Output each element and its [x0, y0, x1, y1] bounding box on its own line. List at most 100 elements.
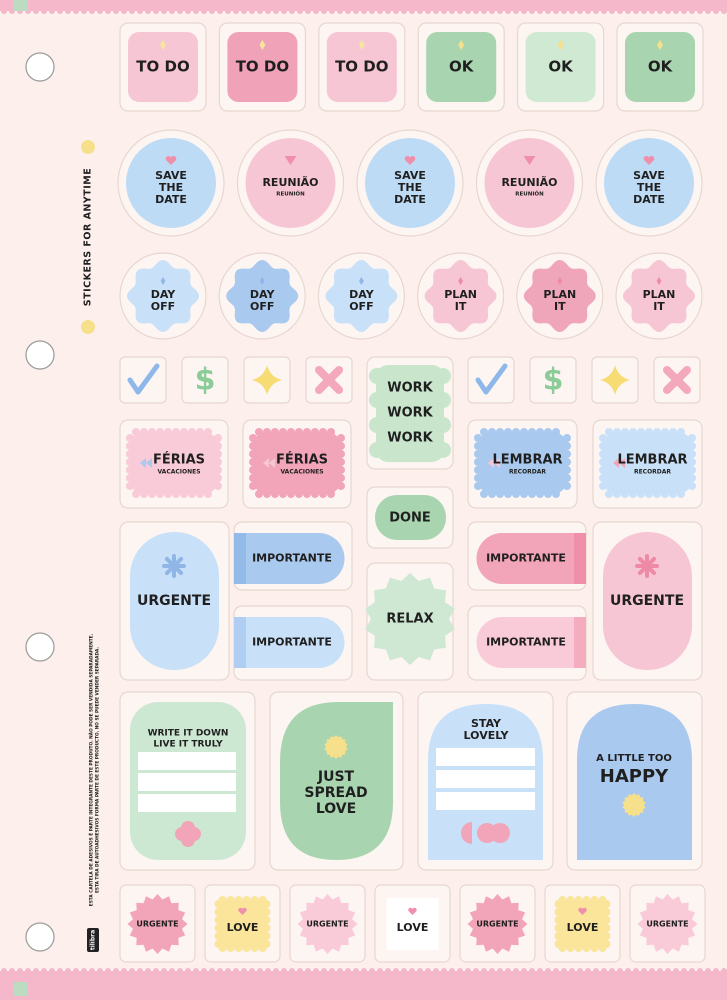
banner-scallop — [214, 474, 222, 482]
banner-scallop — [488, 428, 496, 436]
sticker-text: DAY — [250, 288, 276, 301]
band-scallop — [105, 8, 111, 14]
circle-shape — [126, 138, 216, 228]
banner-scallop — [287, 490, 295, 498]
stamp-scallop — [262, 932, 271, 940]
band-scallop — [697, 8, 703, 14]
band-scallop — [145, 8, 151, 14]
sparkle-icon — [458, 277, 463, 285]
banner-scallop — [327, 428, 335, 436]
sticker-text: tilibra — [90, 930, 97, 950]
band-scallop — [137, 8, 143, 14]
band-scallop — [601, 8, 607, 14]
label-shape — [525, 32, 596, 102]
banner-scallop — [337, 482, 345, 490]
shape-icon — [461, 822, 472, 844]
stamp-scallop — [602, 932, 611, 940]
banner-scallop — [319, 428, 327, 436]
banner-scallop — [164, 490, 172, 498]
sticker-text: DATE — [155, 193, 187, 206]
arrow-icon — [140, 458, 152, 468]
stamp-scallop — [566, 896, 575, 904]
band-scallop — [489, 968, 495, 974]
band-scallop — [241, 968, 247, 974]
banner-scallop — [156, 490, 164, 498]
band-scallop — [33, 968, 39, 974]
work-scallop — [369, 442, 385, 458]
banner-scallop — [327, 490, 335, 498]
banner-scallop — [295, 490, 303, 498]
stamp-scallop — [554, 924, 563, 932]
band-scallop — [201, 968, 207, 974]
banner-shape — [130, 432, 218, 494]
arrow-icon — [613, 458, 625, 468]
sticker-text: WRITE IT DOWN — [148, 729, 229, 739]
label-shape — [128, 32, 198, 102]
sticker-text: THE — [398, 181, 422, 194]
banner-scallop — [488, 490, 496, 498]
banner-scallop — [204, 428, 212, 436]
side-dot — [81, 140, 95, 154]
band-scallop — [673, 8, 679, 14]
banner-scallop — [563, 474, 571, 482]
label-shape — [625, 32, 695, 102]
band-scallop — [609, 968, 615, 974]
banner-shape — [478, 432, 567, 494]
banner-scallop — [271, 490, 279, 498]
banner-scallop — [126, 450, 134, 458]
banner-scallop — [337, 458, 345, 466]
band-scallop — [201, 8, 207, 14]
stamp-scallop — [258, 896, 267, 904]
sticker-text: LOVE — [397, 921, 429, 934]
card-shape — [280, 702, 393, 860]
band-scallop — [193, 8, 199, 14]
banner-scallop — [688, 482, 696, 490]
sticker-text: LOVE — [227, 921, 259, 934]
banner-scallop — [279, 428, 287, 436]
band-scallop — [25, 968, 31, 974]
band-scallop — [385, 968, 391, 974]
band-scallop — [569, 8, 575, 14]
band-scallop — [689, 8, 695, 14]
sticker-text: URGENTE — [646, 920, 688, 929]
urgente-shape — [130, 532, 219, 670]
banner-scallop — [214, 442, 222, 450]
stamp-scallop — [226, 896, 235, 904]
snowflake-icon — [637, 556, 657, 576]
banner-scallop — [337, 442, 345, 450]
banner-scallop — [688, 466, 696, 474]
band-scallop — [681, 968, 687, 974]
banner-scallop — [140, 490, 148, 498]
banner-scallop — [249, 434, 257, 442]
band-scallop — [313, 8, 319, 14]
sticker-text: REUNIÓN — [515, 191, 544, 198]
sticker-text: TO DO — [335, 58, 388, 76]
sun-icon — [622, 793, 646, 817]
banner-scallop — [563, 482, 571, 490]
banner-scallop — [504, 428, 512, 436]
band-scallop — [193, 968, 199, 974]
banner-scallop — [544, 490, 552, 498]
band-scallop — [505, 8, 511, 14]
band-scallop — [217, 968, 223, 974]
banner-scallop — [337, 474, 345, 482]
band-scallop — [705, 8, 711, 14]
band-scallop — [513, 8, 519, 14]
banner-scallop — [599, 482, 607, 490]
sticker-text: RECORDAR — [509, 469, 546, 476]
brand-box — [87, 928, 99, 952]
band-scallop — [161, 8, 167, 14]
band-scallop — [569, 968, 575, 974]
band-scallop — [249, 8, 255, 14]
sticker-text: IT — [653, 300, 665, 313]
band-scallop — [377, 8, 383, 14]
band-scallop — [417, 8, 423, 14]
sticker-text: REUNIÃO — [262, 176, 318, 189]
band-scallop — [625, 968, 631, 974]
stamp-scallop — [234, 944, 243, 952]
band-scallop — [353, 8, 359, 14]
stamp-scallop — [554, 932, 563, 940]
banner-scallop — [263, 490, 271, 498]
banner-scallop — [180, 490, 188, 498]
stamp-scallop — [602, 940, 611, 948]
